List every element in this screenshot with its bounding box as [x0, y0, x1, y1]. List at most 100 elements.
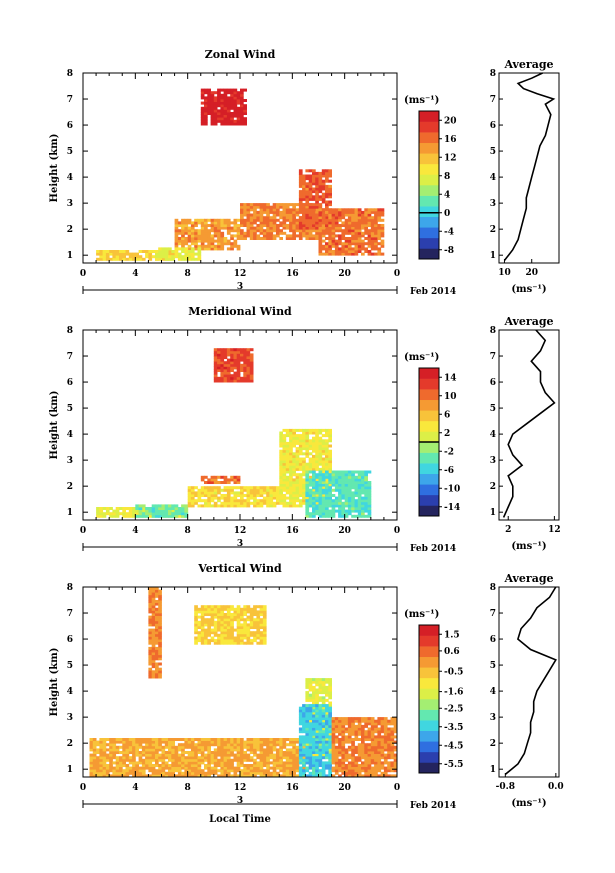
- heatmap-cell: [171, 512, 175, 516]
- heatmap-cell: [367, 769, 372, 773]
- heatmap-cell: [223, 101, 228, 105]
- heatmap-cell: [367, 509, 372, 513]
- heatmap-cell: [338, 237, 342, 240]
- heatmap-cell: [200, 109, 205, 113]
- heatmap-cell: [243, 743, 247, 747]
- heatmap-cell: [194, 639, 198, 643]
- heatmap-cell: [197, 761, 202, 765]
- heatmap-cell: [246, 771, 251, 775]
- heatmap-cell: [331, 475, 336, 479]
- heatmap-cell: [135, 738, 139, 741]
- heatmap-cell: [282, 452, 287, 456]
- heatmap-cell: [96, 257, 100, 261]
- heatmap-cell: [207, 628, 211, 632]
- heatmap-cell: [220, 93, 225, 97]
- heatmap-cell: [315, 465, 319, 469]
- heatmap-cell: [383, 758, 388, 762]
- heatmap-cell: [96, 740, 100, 744]
- heatmap-cell: [331, 231, 336, 235]
- heatmap-cell: [220, 350, 225, 354]
- heatmap-cell: [246, 234, 251, 238]
- heatmap-cell: [312, 439, 316, 443]
- heatmap-cell: [207, 247, 211, 251]
- heatmap-cell: [279, 740, 283, 744]
- heatmap-cell: [367, 239, 372, 243]
- heatmap-cell: [200, 475, 205, 479]
- heatmap-cell: [220, 766, 225, 770]
- heatmap-cell: [184, 504, 189, 508]
- heatmap-cell: [177, 239, 182, 243]
- heatmap-cell: [217, 88, 221, 92]
- heatmap-cell: [233, 91, 238, 95]
- heatmap-cell: [210, 91, 215, 95]
- heatmap-cell: [387, 730, 391, 734]
- heatmap-cell: [367, 252, 372, 256]
- heatmap-cell: [315, 237, 319, 240]
- heatmap-cell: [331, 745, 336, 749]
- heatmap-cell: [289, 218, 293, 222]
- heatmap-cell: [312, 494, 316, 497]
- heatmap-cell: [292, 496, 296, 500]
- heatmap-cell: [370, 740, 375, 744]
- heatmap-cell: [135, 514, 139, 518]
- heatmap-cell: [341, 234, 346, 238]
- heatmap-cell: [305, 709, 310, 713]
- heatmap-cell: [223, 122, 228, 126]
- heatmap-cell: [328, 769, 332, 773]
- heatmap-cell: [210, 93, 215, 97]
- heatmap-cell: [351, 722, 355, 726]
- heatmap-cell: [158, 764, 162, 767]
- heatmap-cell: [259, 216, 264, 220]
- heatmap-cell: [168, 764, 172, 767]
- y-tick-label: 5: [67, 147, 73, 157]
- avg-y-tick-label: 1: [490, 251, 496, 261]
- heatmap-cell: [338, 501, 342, 505]
- heatmap-cell: [220, 366, 225, 370]
- heatmap-cell: [223, 112, 228, 115]
- heatmap-cell: [308, 190, 313, 194]
- heatmap-cell: [119, 257, 123, 261]
- heatmap-cell: [344, 252, 349, 256]
- heatmap-cell: [246, 363, 251, 367]
- heatmap-cell: [285, 431, 290, 435]
- heatmap-cell: [181, 242, 185, 246]
- heatmap-cell: [249, 376, 254, 380]
- heatmap-cell: [315, 428, 319, 432]
- heatmap-cell: [328, 174, 332, 178]
- heatmap-cell: [279, 473, 283, 477]
- heatmap-cell: [305, 483, 310, 487]
- heatmap-cell: [380, 252, 385, 256]
- heatmap-cell: [236, 751, 241, 754]
- heatmap-cell: [135, 512, 139, 516]
- heatmap-cell: [246, 205, 251, 209]
- heatmap-cell: [367, 213, 372, 217]
- heatmap-cell: [338, 478, 342, 482]
- heatmap-cell: [122, 764, 126, 767]
- heatmap-cell: [302, 501, 306, 505]
- heatmap-cell: [240, 369, 244, 372]
- heatmap-cell: [125, 769, 130, 773]
- heatmap-cell: [184, 237, 189, 240]
- heatmap-cell: [357, 473, 362, 477]
- heatmap-cell: [344, 496, 349, 500]
- heatmap-cell: [276, 753, 280, 757]
- heatmap-cell: [223, 374, 228, 378]
- heatmap-cell: [181, 226, 185, 230]
- heatmap-cell: [370, 735, 375, 739]
- heatmap-cell: [276, 499, 280, 503]
- heatmap-cell: [318, 205, 323, 209]
- heatmap-cell: [184, 255, 189, 259]
- heatmap-cell: [354, 738, 359, 741]
- heatmap-cell: [315, 678, 319, 682]
- heatmap-cell: [289, 441, 293, 445]
- heatmap-cell: [148, 654, 153, 658]
- heatmap-cell: [262, 764, 267, 767]
- heatmap-cell: [341, 473, 346, 477]
- heatmap-cell: [197, 774, 202, 777]
- heatmap-cell: [105, 507, 110, 510]
- heatmap-cell: [204, 748, 208, 752]
- heatmap-cell: [266, 756, 270, 760]
- heatmap-cell: [272, 758, 277, 762]
- heatmap-cell: [295, 213, 300, 217]
- heatmap-cell: [341, 507, 346, 510]
